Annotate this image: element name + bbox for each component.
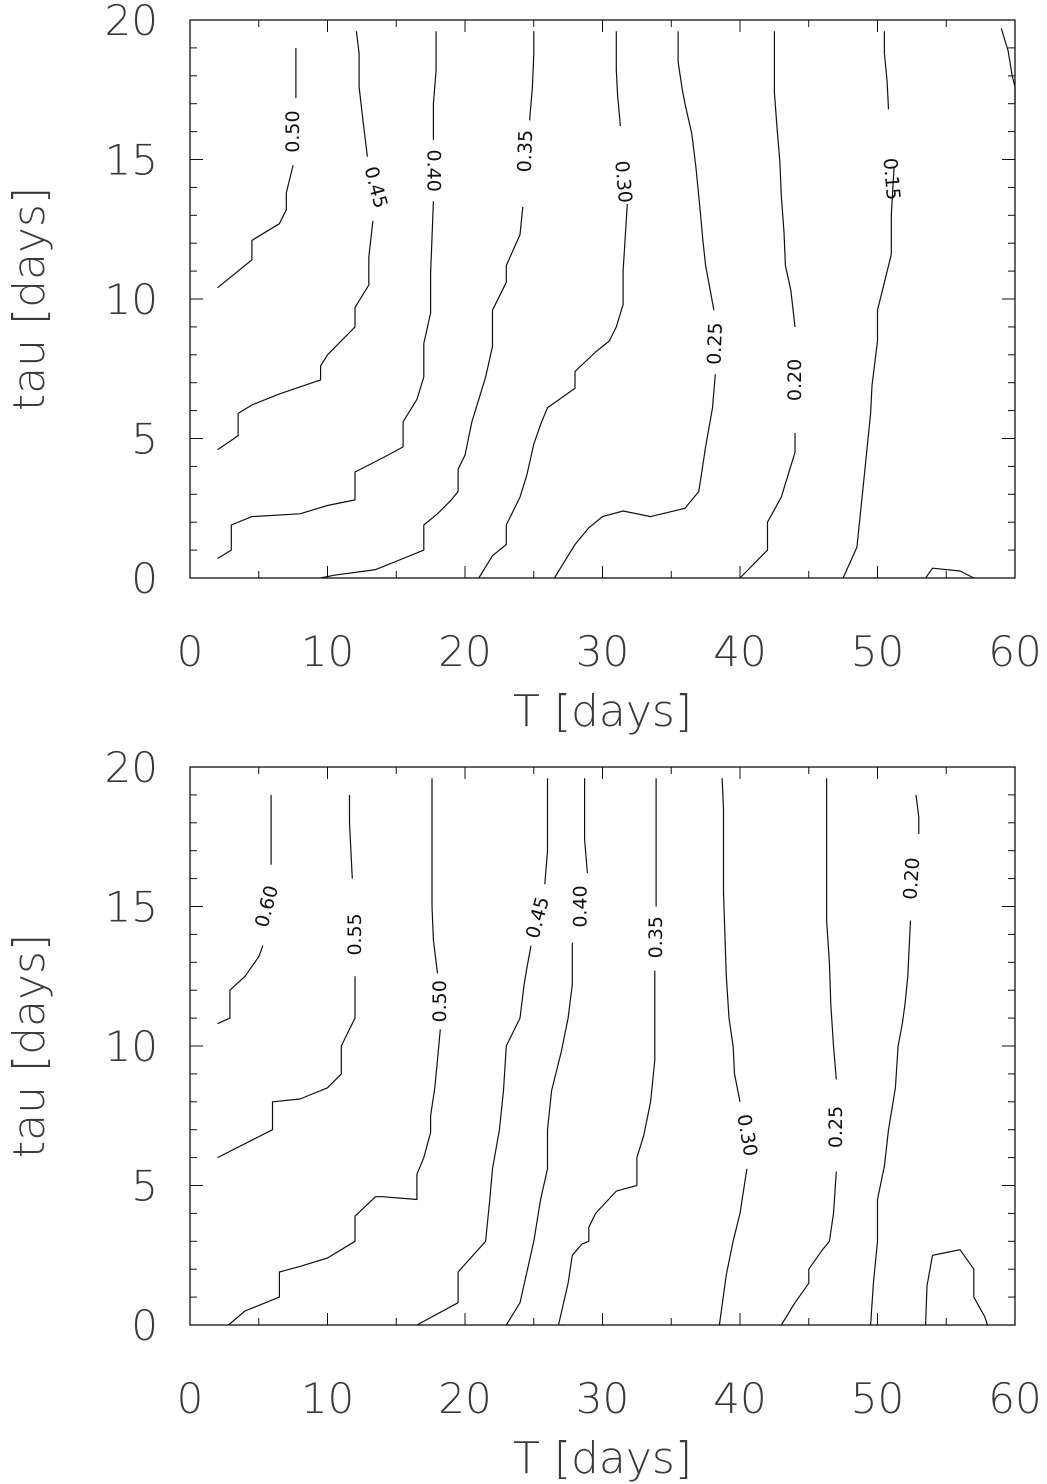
contour-label: 0.30: [610, 160, 636, 204]
x-tick-label: 40: [713, 627, 766, 676]
contour-line-0.45: [544, 778, 549, 885]
contour-lines: [217, 28, 1016, 579]
y-tick-label: 15: [105, 136, 158, 185]
contour-line-0.20: [739, 432, 796, 579]
x-axis-title: T [days]: [513, 686, 692, 737]
y-tick-label: 10: [105, 1022, 158, 1071]
contour-line-0.45: [217, 220, 374, 451]
contour-label: 0.20: [899, 857, 924, 901]
contour-line-0.25: [677, 31, 715, 311]
contour-line-0.25: [553, 374, 716, 579]
contour-label: 0.50: [282, 110, 304, 152]
contour-panel-1: 0 10 20 30 40 50 60 0 5 10 15 20 T [days] tau [days] 0…: [4, 0, 1042, 737]
contour-label: 0.25: [825, 1106, 847, 1148]
contour-label: 0.15: [878, 157, 904, 201]
contour-line-0.40: [432, 31, 437, 140]
contour-line-0.15: [842, 167, 895, 579]
contour-line-0.55: [217, 976, 356, 1159]
contour-label: 0.40: [422, 150, 444, 192]
y-tick-label: 0: [131, 1301, 158, 1350]
contour-line-0.20: [915, 794, 920, 834]
contour-line-0.20: [870, 920, 912, 1326]
y-tick-label: 5: [131, 415, 158, 464]
x-tick-label: 60: [988, 627, 1041, 676]
x-tick-label: 50: [851, 627, 904, 676]
y-tick-label: 0: [131, 554, 158, 603]
contour-label: 0.40: [570, 885, 592, 927]
x-axis-title: T [days]: [513, 1433, 692, 1484]
contour-line-0.25: [825, 778, 837, 1080]
y-tick-label: 20: [105, 743, 158, 792]
x-tick-label: 40: [713, 1374, 766, 1423]
y-axis-title: tau [days]: [4, 187, 55, 411]
x-tick-label: 20: [438, 627, 491, 676]
y-axis-title: tau [days]: [4, 934, 55, 1158]
contour-line-0.15: [883, 31, 890, 110]
axis-ticks: [189, 19, 1016, 579]
contour-line-0.45: [355, 31, 368, 157]
contour-line-0.35: [529, 31, 535, 121]
contour-line-0.35: [320, 206, 524, 579]
contour-line-0.25: [780, 1171, 837, 1326]
contour-line-0.40: [583, 778, 588, 874]
contour-line-0.55: [348, 794, 353, 879]
contour-label: 0.55: [344, 913, 366, 955]
contour-line-0.35: [557, 970, 656, 1326]
y-tick-label: 10: [105, 275, 158, 324]
contour-line-0.40: [217, 201, 434, 560]
x-tick-label: 10: [301, 627, 354, 676]
contour-label: 0.60: [251, 883, 283, 930]
contour-label: 0.45: [522, 894, 554, 941]
contour-line: [1000, 28, 1016, 104]
y-tick-label: 15: [105, 883, 158, 932]
y-tick-label: 5: [131, 1162, 158, 1211]
contour-line-0.60: [217, 945, 264, 1025]
contour-panel-2: 0 10 20 30 40 50 60 0 5 10 15 20 T [days] tau [days] 0…: [4, 743, 1042, 1484]
x-tick-label: 30: [576, 1374, 629, 1423]
contour-line-0.20: [773, 31, 796, 327]
contour-line-0.50: [431, 778, 439, 974]
contour-line-0.50: [228, 1029, 441, 1326]
plot-frame: [189, 19, 1016, 579]
x-tick-label: 30: [576, 627, 629, 676]
contour-label: 0.25: [704, 322, 727, 365]
contour-line-0.30: [615, 31, 621, 127]
x-tick-label: 50: [851, 1374, 904, 1423]
contour-line-0.30: [718, 1168, 748, 1326]
contour-label: 0.50: [429, 980, 451, 1022]
axis-ticks: [189, 766, 1016, 1326]
contour-line: [925, 1249, 989, 1326]
contour-line-0.45: [416, 945, 532, 1326]
contour-line: [925, 567, 975, 579]
x-tick-label: 60: [988, 1374, 1041, 1423]
contour-label: 0.20: [784, 359, 806, 401]
x-tick-label: 10: [301, 1374, 354, 1423]
contour-lines: [217, 778, 989, 1326]
contour-line-0.40: [505, 942, 573, 1326]
contour-label: 0.35: [645, 916, 667, 958]
contour-label: 0.30: [732, 1113, 761, 1158]
contour-label: 0.35: [514, 130, 537, 173]
contour-line-0.30: [478, 204, 628, 579]
x-tick-label: 0: [177, 627, 204, 676]
x-tick-label: 0: [177, 1374, 204, 1423]
contour-label: 0.45: [360, 164, 392, 211]
y-tick-label: 20: [105, 0, 158, 45]
plot-frame: [189, 766, 1016, 1326]
contour-line-0.50: [217, 164, 294, 289]
x-tick-label: 20: [438, 1374, 491, 1423]
contour-line-0.30: [721, 778, 741, 1102]
